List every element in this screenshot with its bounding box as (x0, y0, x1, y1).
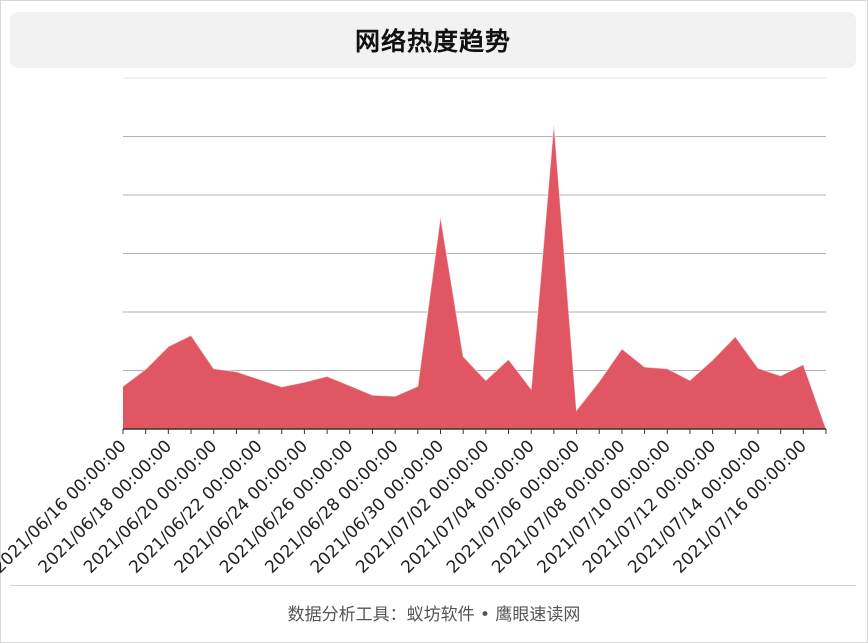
data-point (258, 378, 261, 381)
data-point (190, 334, 193, 337)
data-point (144, 368, 147, 371)
title-bar: 网络热度趋势 (10, 12, 856, 68)
data-point (575, 409, 578, 412)
footer-credit: 数据分析工具：蚁坊软件 • 鹰眼速读网 (287, 605, 581, 625)
data-point (711, 358, 714, 361)
series-line (122, 123, 827, 430)
data-point (620, 347, 623, 350)
data-point (212, 367, 215, 370)
data-point (802, 363, 805, 366)
data-point (779, 374, 782, 377)
data-point (734, 335, 737, 338)
data-point (439, 215, 442, 218)
data-point (507, 358, 510, 361)
data-point (235, 370, 238, 373)
data-point (484, 379, 487, 382)
data-point (598, 380, 601, 383)
chart-title: 网络热度趋势 (354, 27, 511, 56)
data-point (552, 122, 555, 125)
data-point (303, 381, 306, 384)
footer-divider (10, 585, 856, 586)
data-point (530, 388, 533, 391)
data-point (666, 367, 669, 370)
data-point (280, 385, 283, 388)
data-point (326, 375, 329, 378)
data-point (371, 394, 374, 397)
data-point (462, 355, 465, 358)
data-point (688, 379, 691, 382)
data-point (122, 385, 125, 388)
data-point (756, 367, 759, 370)
data-point (348, 384, 351, 387)
data-point (643, 365, 646, 368)
series-area (123, 123, 826, 429)
data-point (167, 345, 170, 348)
data-point (394, 395, 397, 398)
data-point (416, 385, 419, 388)
